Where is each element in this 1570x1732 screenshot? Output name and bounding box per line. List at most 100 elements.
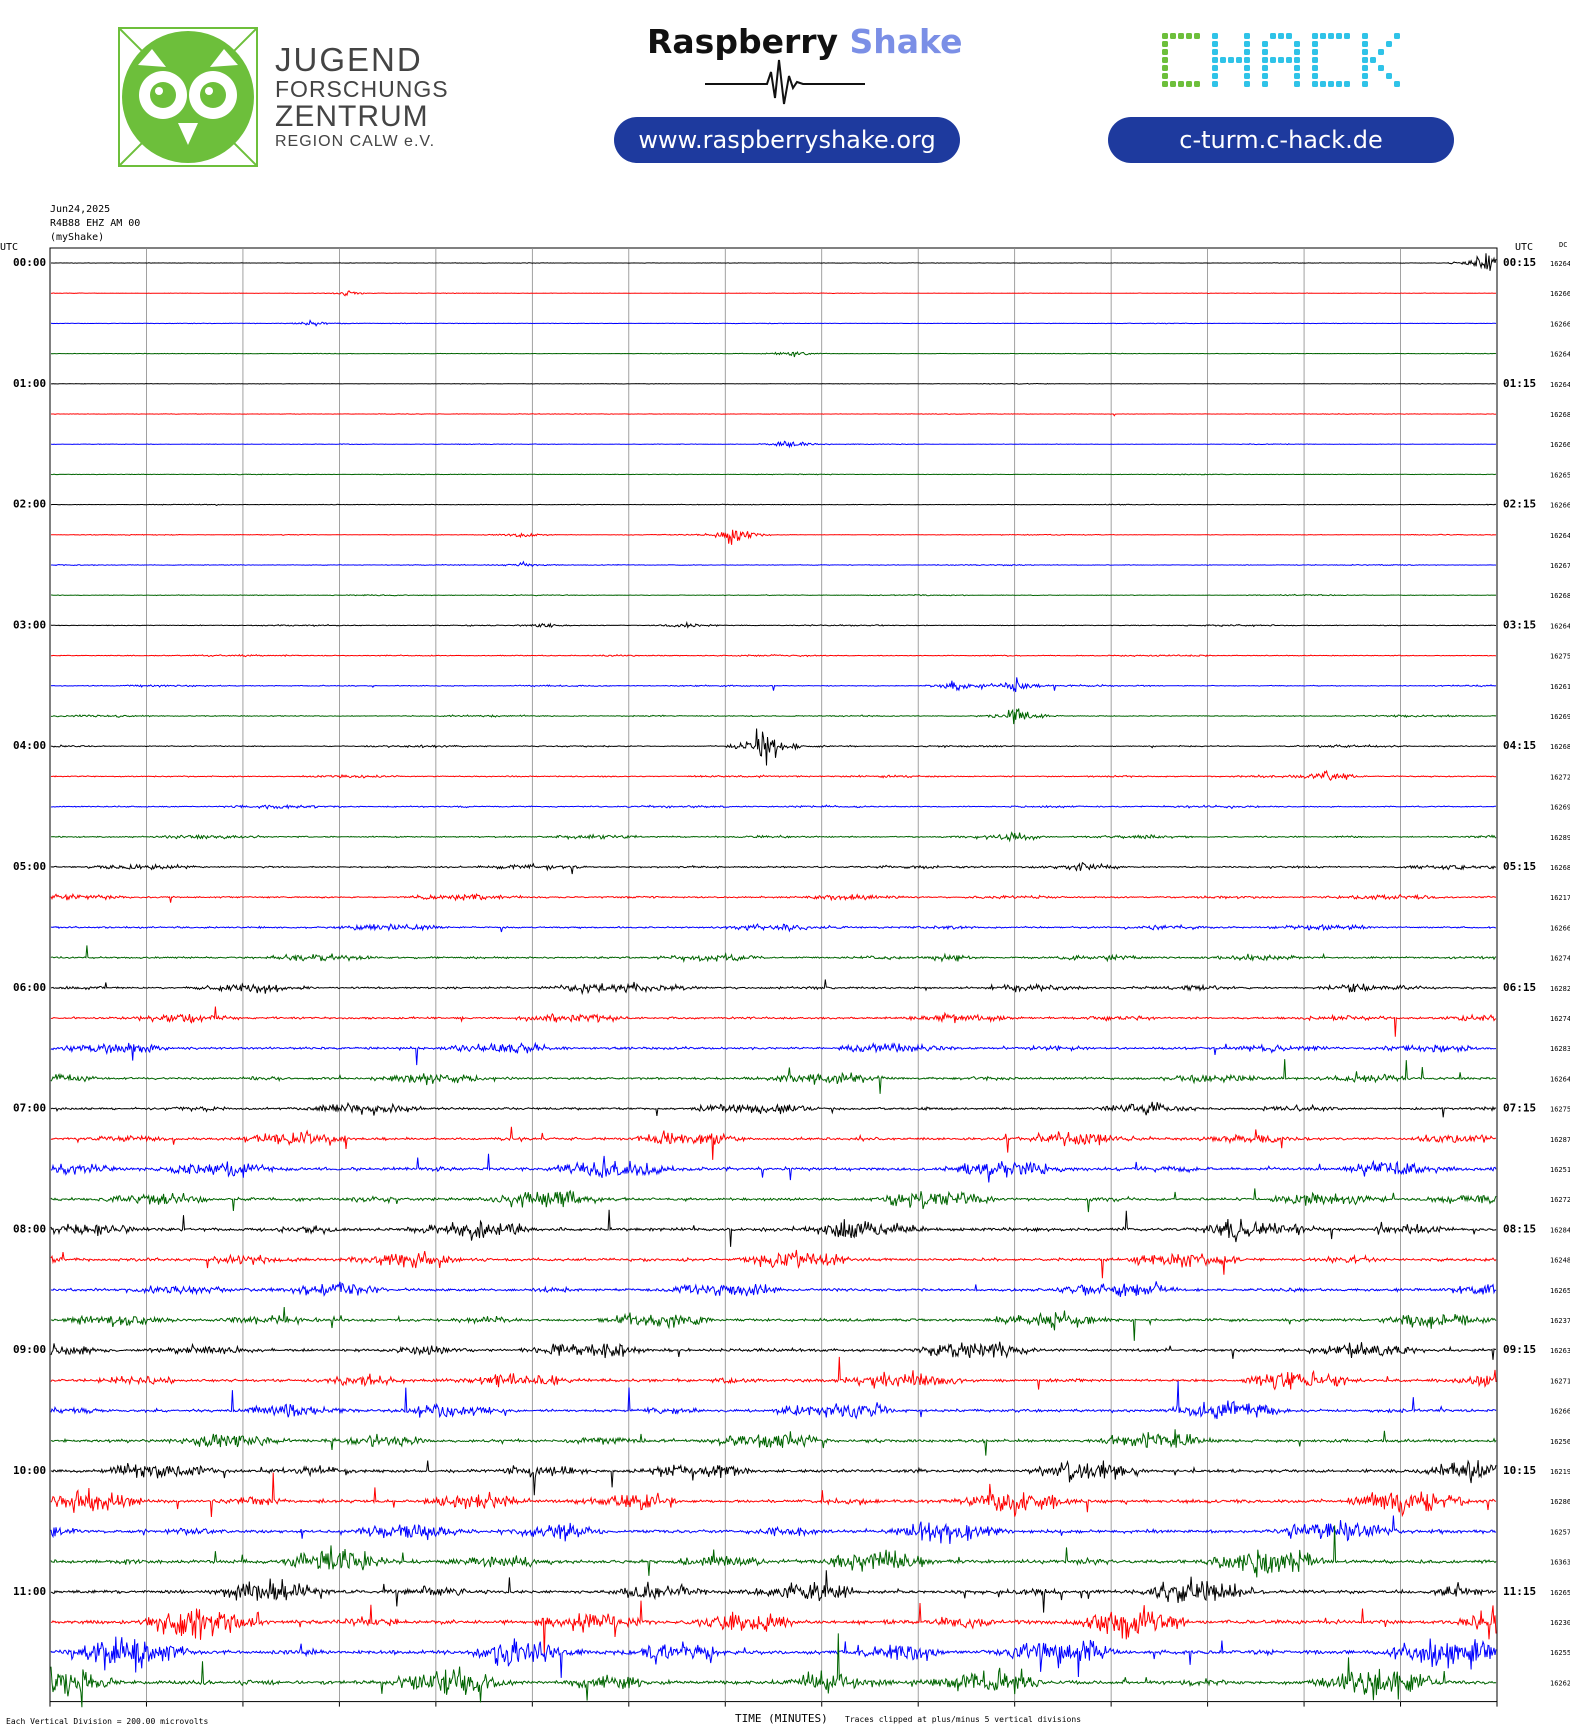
trace-line — [50, 1188, 1497, 1213]
chack-url-link[interactable]: c-turm.c-hack.de — [1108, 117, 1454, 163]
trace-line — [50, 728, 1497, 766]
dc-value: 16256 — [1550, 1438, 1570, 1446]
time-label-left: 06:00 — [13, 981, 46, 994]
chack-logo — [1162, 33, 1400, 87]
x-tick-label: 06 — [622, 1709, 635, 1710]
dc-value: 16265 — [1550, 471, 1570, 479]
trace-line — [50, 945, 1497, 963]
dc-header-label: DC — [1559, 241, 1567, 249]
x-tick-label: 00 — [43, 1709, 56, 1710]
dc-value: 16271 — [1550, 1377, 1570, 1385]
trace-line — [50, 1126, 1497, 1160]
time-label-left: 11:00 — [13, 1585, 46, 1598]
trace-line — [50, 1306, 1497, 1341]
raspberry-shake-title: Raspberry Shake — [647, 22, 963, 61]
x-tick-label: 02 — [236, 1709, 249, 1710]
seismic-wave-icon — [705, 59, 865, 105]
time-label-right: 07:15 — [1503, 1102, 1536, 1115]
dc-value: 16217 — [1550, 894, 1570, 902]
dc-value: 16284 — [1550, 1226, 1570, 1234]
trace-line — [50, 892, 1497, 903]
x-tick-label: 08 — [815, 1709, 828, 1710]
dc-value: 16275 — [1550, 653, 1570, 661]
dc-value: 16264 — [1550, 381, 1570, 389]
dc-value: 16266 — [1550, 441, 1570, 449]
trace-line — [50, 769, 1497, 782]
dc-value: 16266 — [1550, 320, 1570, 328]
jfz-owl-logo — [118, 27, 258, 167]
trace-line — [50, 1600, 1497, 1655]
dc-value: 16274 — [1550, 955, 1570, 963]
dc-value: 16264 — [1550, 351, 1570, 359]
raspberryshake-url-link[interactable]: www.raspberryshake.org — [614, 117, 960, 163]
dc-value: 16272 — [1550, 1196, 1570, 1204]
dc-value: 16264 — [1550, 260, 1570, 268]
dc-value: 16268 — [1550, 592, 1570, 600]
trace-line — [51, 440, 1497, 449]
dc-value: 16282 — [1550, 985, 1570, 993]
trace-line — [51, 560, 1497, 568]
time-label-left: 10:00 — [13, 1464, 46, 1477]
dc-value: 16255 — [1550, 1649, 1570, 1657]
dc-value: 16266 — [1550, 1408, 1570, 1416]
minute-gridlines — [146, 248, 1401, 1702]
chack-letter-c — [1312, 33, 1350, 87]
x-tick-label: 09 — [912, 1709, 925, 1710]
trace-line — [50, 1059, 1497, 1094]
trace-line — [50, 653, 1497, 658]
time-label-right: 06:15 — [1503, 981, 1536, 994]
x-tick-label: 13 — [1297, 1709, 1310, 1710]
clipping-note: Traces clipped at plus/minus 5 vertical … — [845, 1715, 1082, 1724]
trace-line — [50, 1525, 1497, 1578]
dc-value: 16265 — [1550, 1287, 1570, 1295]
x-tick-label: 12 — [1201, 1709, 1214, 1710]
trace-line — [50, 1281, 1497, 1297]
dc-value: 16262 — [1550, 1679, 1570, 1687]
trace-line — [50, 620, 1496, 629]
x-tick-label: 05 — [526, 1709, 539, 1710]
shake-word: Shake — [849, 22, 963, 61]
raspberry-word: Raspberry — [647, 22, 839, 61]
station-channel: R4B88 EHZ AM 00 — [50, 218, 141, 229]
trace-line — [50, 861, 1497, 875]
trace-line — [50, 1153, 1497, 1183]
trace-line — [50, 1006, 1497, 1037]
trace-line — [50, 1380, 1497, 1420]
trace-line — [50, 503, 1497, 506]
dc-value: 16264 — [1550, 622, 1570, 630]
chack-letter-a — [1262, 33, 1300, 87]
x-tick-label: 07 — [719, 1709, 732, 1710]
trace-line — [50, 1472, 1497, 1518]
dc-value: 16267 — [1550, 562, 1570, 570]
time-label-right: 04:15 — [1503, 739, 1536, 752]
dc-value: 16268 — [1550, 411, 1570, 419]
time-label-left: 05:00 — [13, 860, 46, 873]
station-info: Jun24,2025 R4B88 EHZ AM 00 (myShake) — [50, 203, 140, 245]
time-label-left: 08:00 — [13, 1222, 46, 1235]
trace-line — [51, 593, 1497, 597]
plot-frame — [49, 247, 1498, 1703]
x-axis-label: TIME (MINUTES) — [735, 1712, 828, 1725]
time-label-right: 09:15 — [1503, 1343, 1536, 1356]
trace-line — [50, 1515, 1497, 1545]
dc-value: 16289 — [1550, 834, 1570, 842]
dc-value: 16286 — [1550, 1498, 1570, 1506]
dc-value: 16264 — [1550, 532, 1570, 540]
time-label-left: 01:00 — [13, 377, 46, 390]
dc-value: 16272 — [1550, 773, 1570, 781]
x-tick-labels: 00 01 02 03 04 05 06 07 08 09 10 11 12 13 14 15 — [43, 1701, 1504, 1710]
dc-value: 16269 — [1550, 713, 1570, 721]
x-tick-label: 03 — [333, 1709, 346, 1710]
time-label-right: 01:15 — [1503, 377, 1536, 390]
trace-line — [50, 923, 1497, 933]
time-label-right: 10:15 — [1503, 1464, 1536, 1477]
trace-line — [50, 1209, 1497, 1247]
dc-value: 16283 — [1550, 1045, 1570, 1053]
time-label-right: 00:15 — [1503, 256, 1536, 269]
right-unit-label: UTC — [1515, 242, 1533, 253]
trace-line — [50, 1041, 1496, 1066]
dc-value: 16261 — [1550, 683, 1570, 691]
time-label-left: 07:00 — [13, 1102, 46, 1115]
dc-value: 16268 — [1550, 864, 1570, 872]
chack-letter-k — [1362, 33, 1400, 87]
